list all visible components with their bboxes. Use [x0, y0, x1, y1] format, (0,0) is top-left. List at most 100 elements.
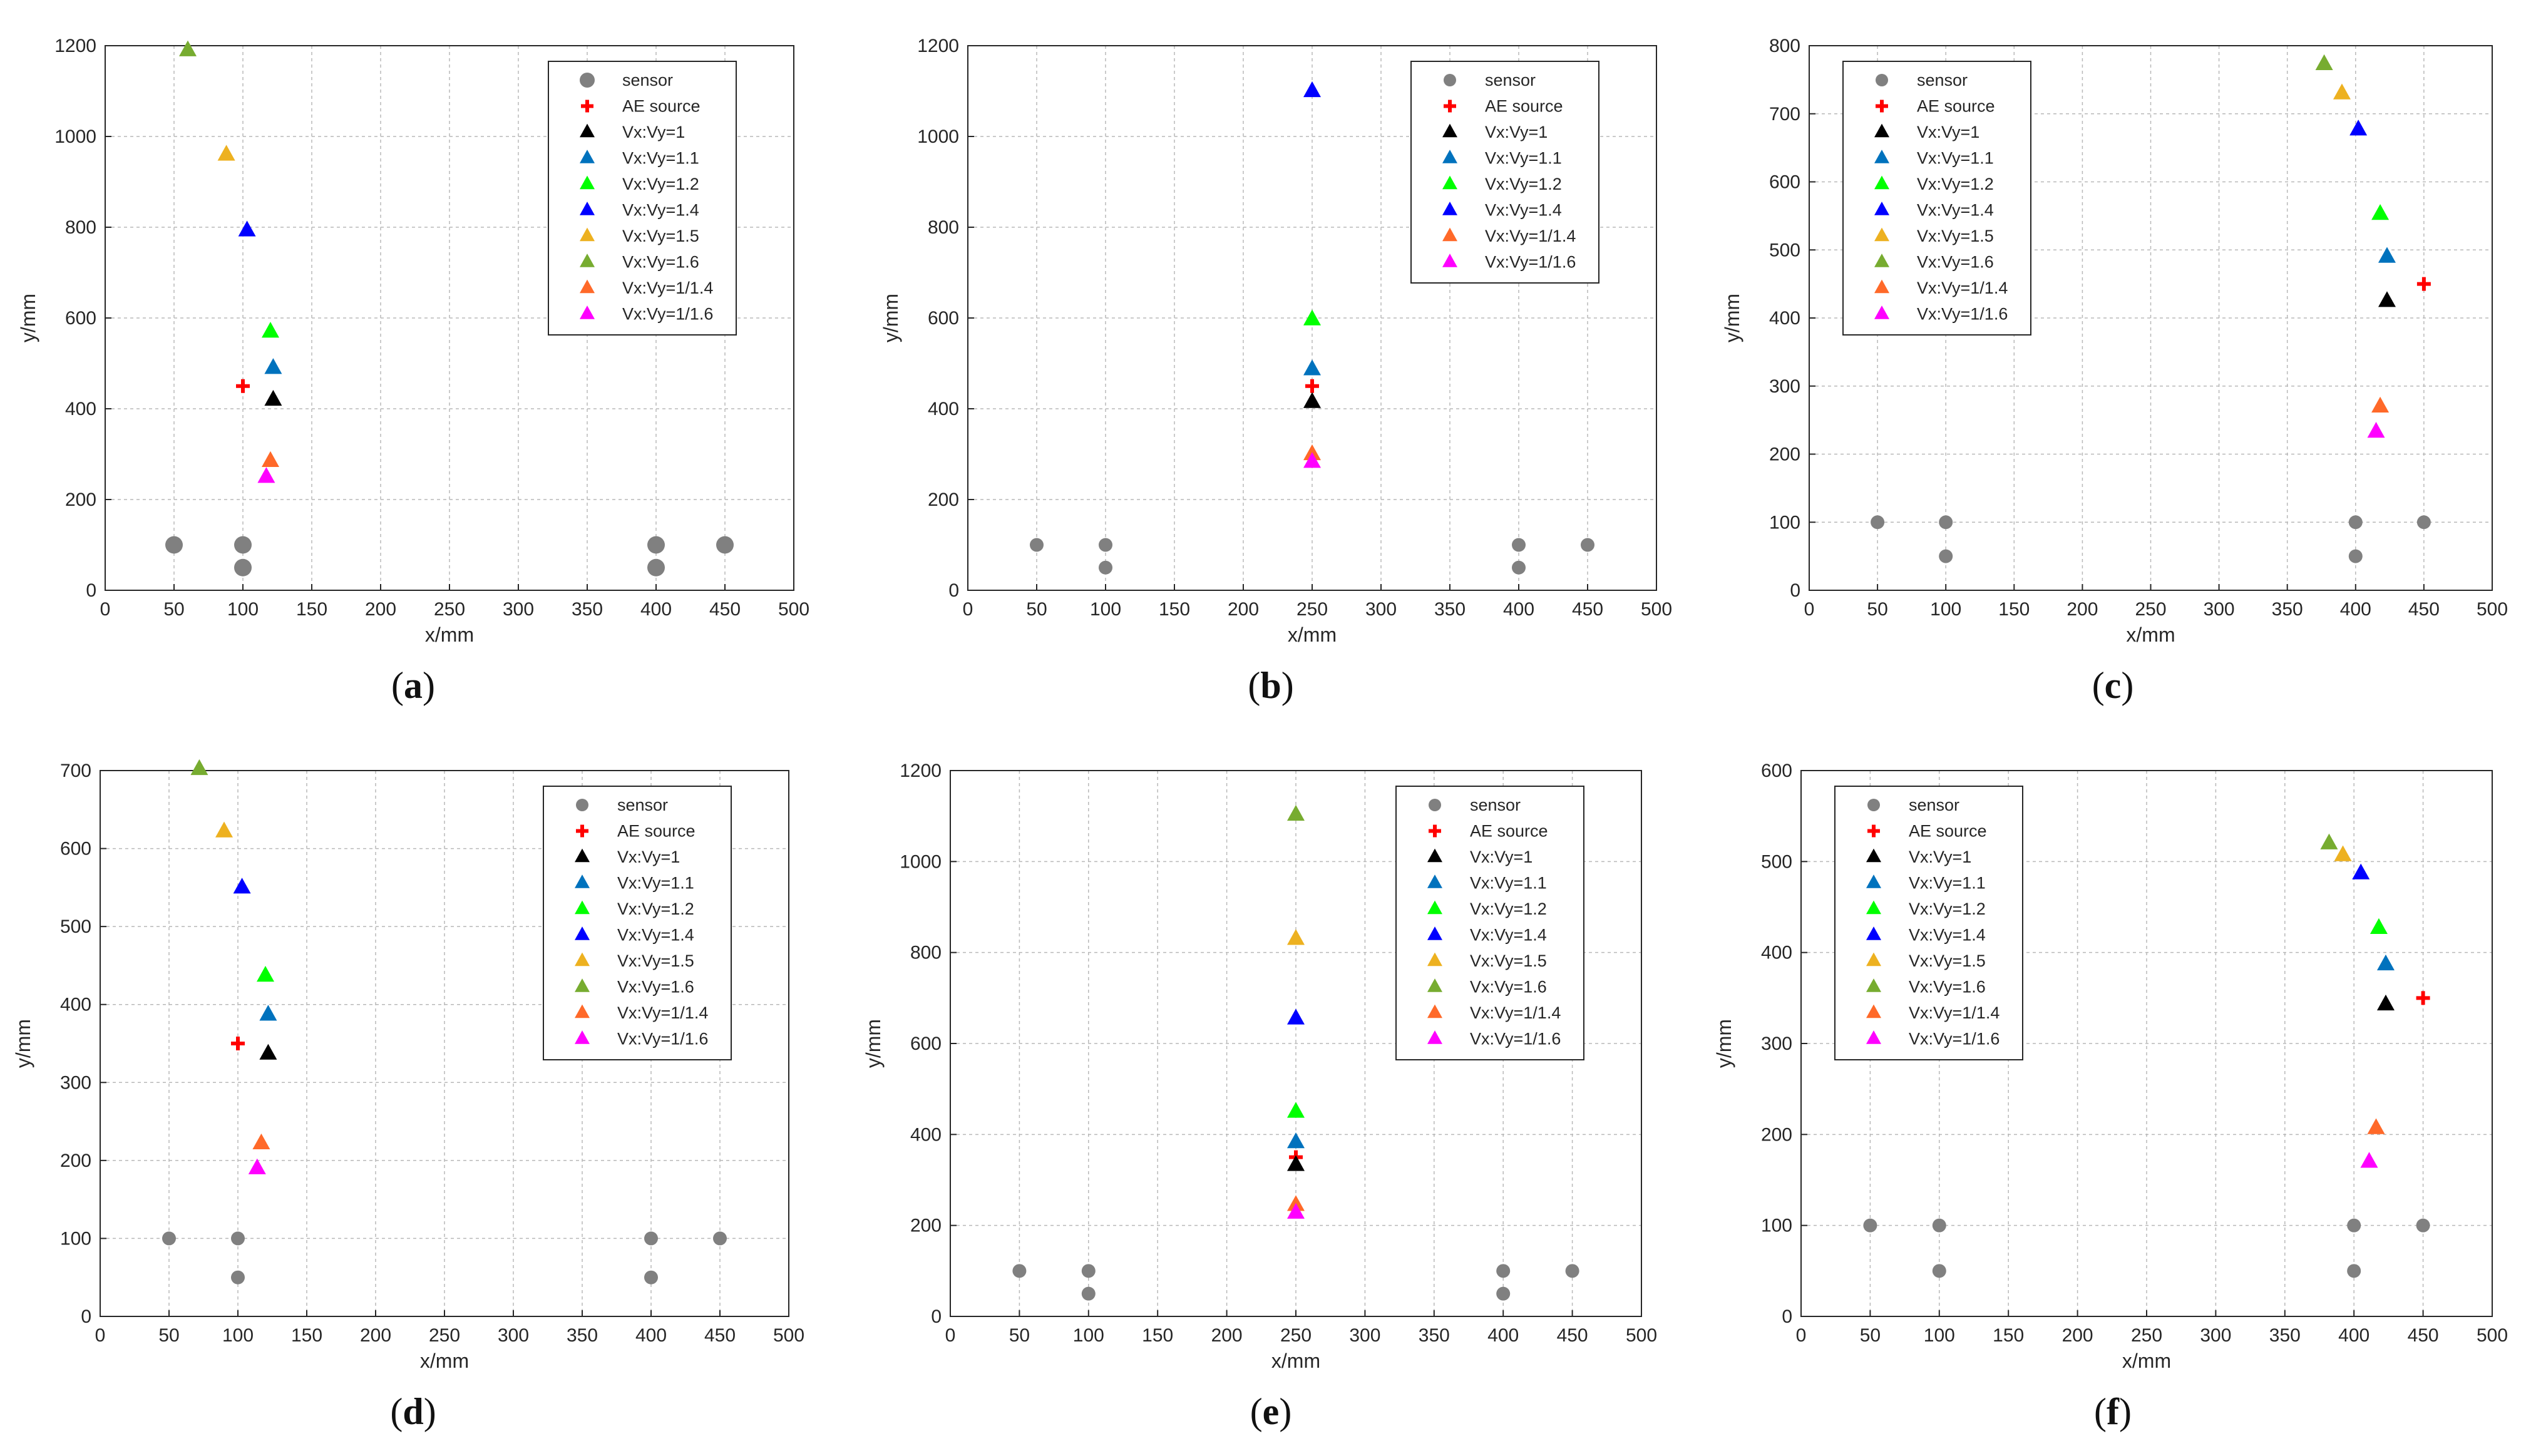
x-tick-label: 350	[1434, 599, 1466, 620]
estimate-point-r114	[2371, 397, 2389, 413]
x-axis-label: x/mm	[1288, 623, 1337, 646]
legend-label-r1: Vx:Vy=1	[1917, 123, 1979, 141]
panel-caption: (d)	[390, 1391, 436, 1432]
estimate-point-r11	[1303, 359, 1321, 375]
x-tick-label: 450	[704, 1325, 736, 1346]
legend-marker-sensor	[1876, 74, 1888, 86]
y-tick-label: 0	[1782, 1306, 1792, 1327]
x-tick-label: 0	[1804, 599, 1815, 620]
legend: sensorAE sourceVx:Vy=1Vx:Vy=1.1Vx:Vy=1.2…	[1835, 786, 2023, 1060]
x-tick-label: 500	[2477, 1325, 2508, 1346]
legend-label-r114: Vx:Vy=1/1.4	[1909, 1003, 2000, 1022]
panel-caption: (c)	[2092, 665, 2134, 706]
y-tick-label: 500	[60, 916, 91, 937]
estimate-point-r16	[179, 41, 197, 56]
estimate-point-r11	[2377, 955, 2395, 970]
legend-label-sensor: sensor	[622, 71, 673, 90]
y-tick-label: 1000	[54, 126, 96, 147]
estimate-point-r12	[257, 966, 274, 982]
sensor-point	[647, 559, 665, 577]
y-tick-label: 200	[1769, 444, 1800, 465]
y-tick-label: 100	[60, 1228, 91, 1249]
x-tick-label: 400	[1503, 599, 1534, 620]
y-tick-label: 400	[910, 1124, 942, 1145]
x-tick-label: 150	[1998, 599, 2030, 620]
legend: sensorAE sourceVx:Vy=1Vx:Vy=1.1Vx:Vy=1.2…	[543, 786, 731, 1060]
x-tick-label: 200	[360, 1325, 391, 1346]
x-tick-label: 300	[1349, 1325, 1380, 1346]
legend-label-r11: Vx:Vy=1.1	[1470, 874, 1547, 893]
legend-marker-sensor	[1444, 74, 1456, 86]
estimate-point-r114	[2368, 1119, 2385, 1134]
x-tick-label: 200	[2066, 599, 2098, 620]
sensor-point	[162, 1231, 176, 1245]
x-tick-label: 500	[1641, 599, 1672, 620]
sensor-point	[1496, 1264, 1510, 1278]
estimate-point-r11	[264, 358, 282, 374]
sensor-point	[1581, 538, 1594, 552]
legend-label-ae: AE source	[1909, 822, 1987, 841]
sensor-point	[1099, 538, 1112, 552]
y-tick-label: 1000	[900, 851, 942, 872]
x-tick-label: 250	[2135, 599, 2166, 620]
panel-caption-letter: d	[403, 1391, 423, 1432]
estimate-point-r16	[190, 759, 208, 775]
x-tick-label: 200	[1228, 599, 1259, 620]
x-tick-label: 500	[773, 1325, 804, 1346]
y-tick-label: 1200	[900, 761, 942, 781]
x-tick-label: 0	[963, 599, 973, 620]
sensor-point	[1939, 515, 1953, 529]
sensor-point	[1082, 1264, 1096, 1278]
estimate-point-r14	[239, 220, 256, 236]
legend-label-r11: Vx:Vy=1.1	[622, 149, 699, 168]
sensor-point	[234, 536, 252, 554]
sensor-point	[647, 536, 665, 554]
estimate-point-r15	[218, 145, 235, 160]
legend-label-r12: Vx:Vy=1.2	[1470, 900, 1547, 918]
legend-label-r12: Vx:Vy=1.2	[1485, 175, 1562, 193]
panel-caption-letter: f	[2107, 1391, 2120, 1432]
sensor-point	[2347, 1219, 2361, 1233]
ae-source-point	[231, 1037, 245, 1050]
legend-label-r114: Vx:Vy=1/1.4	[1917, 279, 2008, 297]
x-tick-label: 400	[635, 1325, 667, 1346]
x-axis-label: x/mm	[2122, 1350, 2171, 1372]
legend-label-r16: Vx:Vy=1.6	[1917, 253, 1994, 272]
x-tick-label: 400	[2340, 599, 2371, 620]
estimate-point-r1	[264, 390, 282, 406]
chart-panel-a: 0 50 100 150 200 250 300 350 400 450 5000200400600…	[17, 36, 809, 706]
panel-caption-letter: a	[404, 665, 423, 706]
estimate-point-r11	[2378, 247, 2396, 263]
panel-caption-letter: c	[2105, 665, 2122, 706]
estimate-point-r14	[1303, 81, 1321, 97]
legend-label-r14: Vx:Vy=1.4	[1470, 926, 1547, 945]
x-tick-label: 100	[1090, 599, 1121, 620]
x-tick-label: 150	[1159, 599, 1190, 620]
legend: sensorAE sourceVx:Vy=1Vx:Vy=1.1Vx:Vy=1.2…	[1411, 61, 1599, 283]
y-tick-label: 800	[65, 217, 96, 238]
legend-label-r14: Vx:Vy=1.4	[617, 926, 694, 945]
x-tick-label: 350	[572, 599, 603, 620]
legend-label-r114: Vx:Vy=1/1.4	[617, 1003, 708, 1022]
legend-label-r114: Vx:Vy=1/1.4	[622, 279, 713, 297]
x-tick-label: 150	[1142, 1325, 1173, 1346]
x-tick-label: 300	[1365, 599, 1397, 620]
y-tick-label: 0	[86, 580, 96, 601]
y-tick-label: 800	[910, 943, 942, 963]
x-tick-label: 450	[2408, 599, 2440, 620]
x-tick-label: 300	[2204, 599, 2235, 620]
x-tick-label: 200	[2062, 1325, 2093, 1346]
x-tick-label: 450	[1572, 599, 1603, 620]
estimate-point-r16	[2316, 54, 2333, 70]
sensor-point	[2347, 1264, 2361, 1278]
y-tick-label: 300	[1761, 1033, 1792, 1054]
sensor-point	[1099, 561, 1112, 575]
x-tick-label: 350	[567, 1325, 598, 1346]
x-tick-label: 500	[1626, 1325, 1657, 1346]
estimate-point-r12	[1287, 1102, 1305, 1117]
legend-label-r1: Vx:Vy=1	[1470, 848, 1533, 866]
legend-label-sensor: sensor	[1909, 796, 1959, 814]
y-tick-label: 600	[928, 308, 959, 329]
legend-label-ae: AE source	[1485, 97, 1563, 116]
x-tick-label: 100	[1073, 1325, 1104, 1346]
